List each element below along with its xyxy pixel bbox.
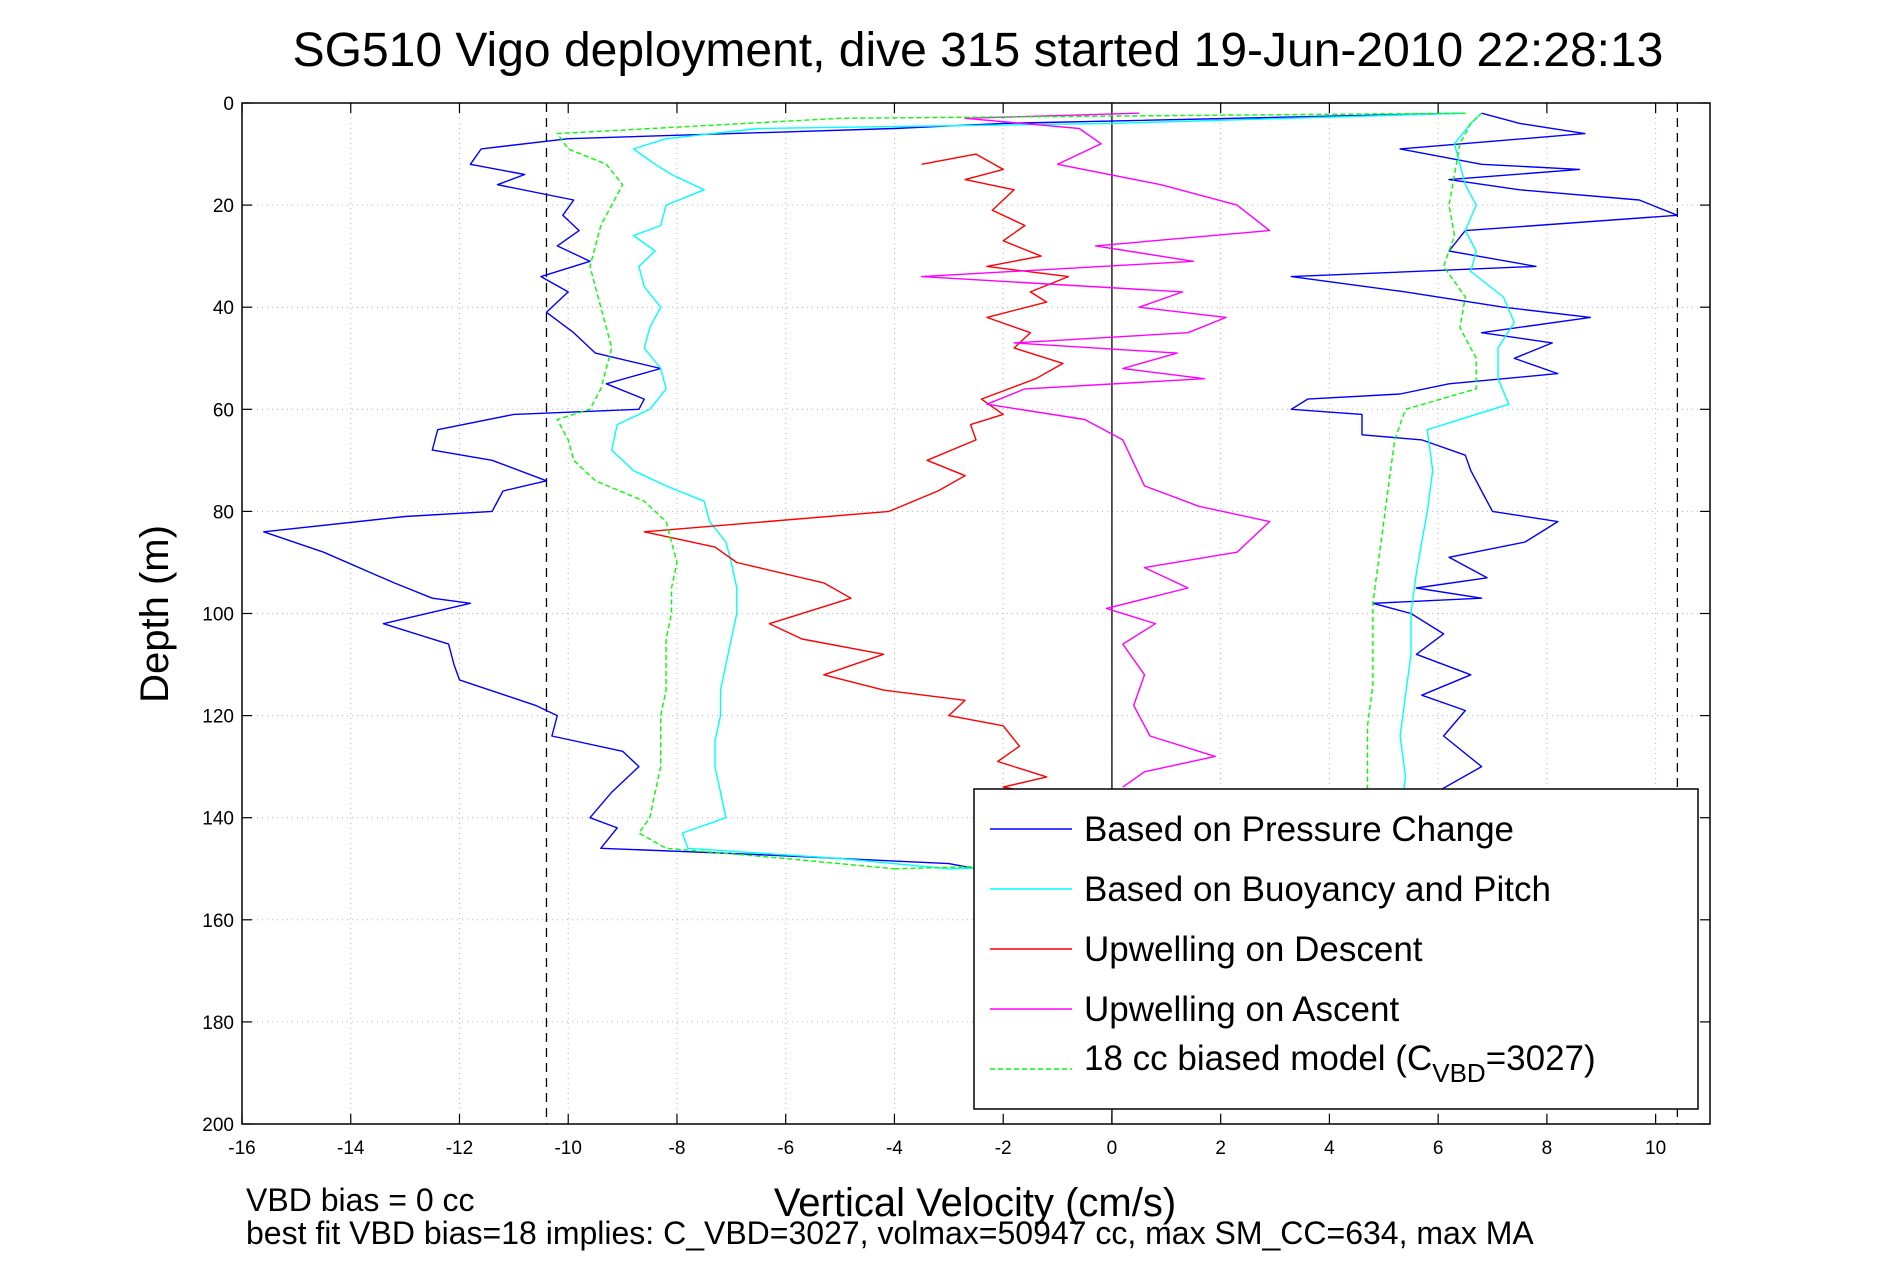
- x-tick-label: -4: [886, 1138, 903, 1159]
- series-line-2-down: [611, 112, 1466, 870]
- series-line-3-down: [643, 153, 1070, 798]
- y-tick-label: 140: [202, 809, 234, 830]
- y-tick-label: 60: [213, 400, 234, 421]
- y-tick-label: 0: [223, 94, 234, 115]
- x-tick-label: -14: [337, 1138, 365, 1159]
- x-tick-label: -6: [777, 1138, 794, 1159]
- legend-label: Based on Buoyancy and Pitch: [1084, 870, 1551, 909]
- y-tick-label: 40: [213, 298, 234, 319]
- x-tick-label: 0: [1107, 1138, 1118, 1159]
- x-tick-label: -16: [228, 1138, 255, 1159]
- x-tick-label: 6: [1433, 1138, 1444, 1159]
- y-ticks: 0 20 40 60 80 100 120 140 160 180 200: [202, 94, 1710, 1136]
- x-tick-label: 10: [1645, 1138, 1666, 1159]
- y-tick-label: 20: [213, 196, 234, 217]
- x-tick-label: 4: [1324, 1138, 1335, 1159]
- legend-label: 18 cc biased model (CVBD=3027): [1084, 1039, 1596, 1088]
- y-tick-label: 120: [202, 707, 234, 728]
- y-tick-label: 200: [202, 1115, 234, 1136]
- legend: Based on Pressure Change Based on Buoyanc…: [973, 788, 1699, 1110]
- legend-label: Upwelling on Descent: [1084, 930, 1423, 969]
- footer-line-1: VBD bias = 0 cc: [246, 1182, 475, 1218]
- x-ticks: -16 -14 -12 -10 -8 -6 -4 -2 0 2 4 6 8 10: [228, 103, 1666, 1159]
- legend-entries: Based on Pressure Change Based on Buoyanc…: [990, 810, 1596, 1088]
- series-line-1-down: [263, 112, 1466, 875]
- series-line-5-down: [556, 112, 1466, 870]
- x-tick-label: -10: [554, 1138, 581, 1159]
- y-tick-label: 100: [202, 605, 234, 626]
- footer-line-2: best fit VBD bias=18 implies: C_VBD=3027…: [246, 1215, 1534, 1251]
- y-tick-label: 160: [202, 911, 234, 932]
- x-tick-label: 2: [1215, 1138, 1226, 1159]
- legend-box: [973, 788, 1699, 1110]
- chart-title: SG510 Vigo deployment, dive 315 started …: [293, 24, 1664, 77]
- series-line-4-up: [920, 112, 1271, 788]
- x-axis-label: Vertical Velocity (cm/s): [774, 1181, 1176, 1225]
- y-axis-label: Depth (m): [133, 525, 177, 703]
- x-tick-label: -12: [446, 1138, 473, 1159]
- x-tick-label: -2: [995, 1138, 1012, 1159]
- legend-label: Upwelling on Ascent: [1084, 990, 1399, 1029]
- series-line-2-up: [948, 112, 1516, 870]
- x-tick-label: -8: [669, 1138, 686, 1159]
- y-tick-label: 80: [213, 502, 234, 523]
- y-tick-label: 180: [202, 1013, 234, 1034]
- legend-label: Based on Pressure Change: [1084, 810, 1514, 849]
- series-line-1-up: [1003, 112, 1679, 875]
- x-tick-label: 8: [1542, 1138, 1553, 1159]
- series-lines: [263, 112, 1679, 875]
